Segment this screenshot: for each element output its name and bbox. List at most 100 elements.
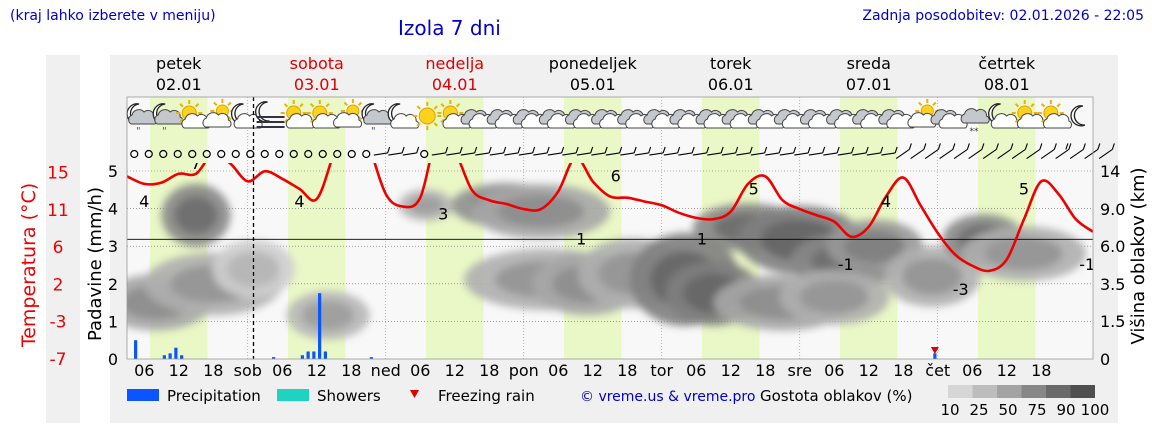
wind-feather <box>894 146 898 154</box>
wind-light-icon <box>620 146 637 156</box>
rain-marks: " <box>136 126 141 137</box>
wind-light-icon <box>388 146 405 156</box>
cloud-cell <box>302 300 355 331</box>
day-date-label: 05.01 <box>570 75 616 94</box>
snow-marks: ** <box>970 127 980 137</box>
wind-calm-icon <box>231 149 240 159</box>
x-tick-label: 18 <box>341 361 361 380</box>
wind-light-icon <box>692 146 710 156</box>
moon-cloud-icon <box>988 103 1020 129</box>
wind-feather <box>387 146 391 154</box>
day-name-label: ponedeljek <box>549 54 638 73</box>
day-name-label: sreda <box>847 54 891 73</box>
sun-ray <box>440 118 445 123</box>
wind-moderate-icon <box>968 143 985 159</box>
temperature-tick-label: 15 <box>47 164 69 184</box>
moon-cloud-icon <box>387 103 420 129</box>
cloud-icon <box>930 109 968 129</box>
wind-moderate-icon <box>1069 143 1086 159</box>
wind-shaft <box>446 152 461 156</box>
precip-tick-label: 0 <box>108 350 118 369</box>
calm-circle <box>202 149 211 159</box>
sun-ray <box>918 101 923 107</box>
wind-shaft <box>576 152 591 156</box>
wind-feather <box>416 146 420 154</box>
legend-label: Precipitation <box>167 387 261 405</box>
precip-tick-label: 3 <box>108 237 118 256</box>
calm-circle <box>260 149 269 159</box>
wind-calm-icon <box>217 149 226 159</box>
wind-shaft <box>721 152 736 156</box>
wind-feather <box>691 146 695 154</box>
sun-ray <box>1014 103 1020 108</box>
wind-feather <box>851 146 855 154</box>
sun-icon <box>413 102 442 130</box>
wind-shaft <box>460 152 475 156</box>
precipitation-bar <box>933 353 937 359</box>
cloud-snow-icon: ** <box>960 108 990 137</box>
wind-shaft <box>1011 149 1026 159</box>
temperature-tick-label: 11 <box>47 201 69 221</box>
wind-moderate-icon <box>982 143 999 159</box>
sun-ray <box>325 103 330 108</box>
wind-shaft <box>663 152 678 156</box>
wind-feather <box>735 146 739 154</box>
sun-ray <box>932 101 937 107</box>
x-tick-label: 12 <box>997 361 1017 380</box>
day-date-label: 06.01 <box>708 75 754 94</box>
cloud-cell <box>901 258 963 295</box>
sun-cloud-icon <box>280 100 315 129</box>
temperature-data-label: 5 <box>1019 179 1029 198</box>
wind-calm-icon <box>202 149 211 159</box>
wind-light-icon <box>489 146 507 156</box>
wind-moderate-icon <box>1098 143 1115 159</box>
wind-feather <box>1024 143 1028 150</box>
cloud-sun-icon <box>907 99 940 128</box>
calm-circle <box>173 149 182 159</box>
cloud-cell <box>844 230 905 262</box>
precipitation-bar <box>300 355 304 359</box>
wind-calm-icon <box>362 149 371 159</box>
temperature-data-label: -3 <box>953 280 969 299</box>
precip-tick-label: 5 <box>108 162 118 181</box>
left-gutter <box>46 55 80 423</box>
cloud-cell <box>174 196 218 235</box>
wind-feather <box>937 143 941 150</box>
density-tick-label: 25 <box>969 401 988 419</box>
precipitation-bar <box>162 355 166 359</box>
x-tick-label: 06 <box>686 361 706 380</box>
x-tick-label: 06 <box>272 361 292 380</box>
moon-drizzle-icon: " <box>152 103 184 137</box>
wind-shaft <box>866 152 881 156</box>
wind-shaft <box>489 152 504 156</box>
day-date-label: 07.01 <box>846 75 892 94</box>
sun-ray <box>179 103 184 108</box>
sun-ray <box>283 118 289 123</box>
wind-shaft <box>881 152 896 156</box>
wind-feather <box>590 146 594 154</box>
cloud-height-tick-label: 6.0 <box>1100 237 1125 256</box>
sun-ray <box>416 105 421 110</box>
wind-shaft <box>982 149 997 159</box>
wind-shaft <box>736 152 751 156</box>
location-hint[interactable]: (kraj lahko izberete v meniju) <box>10 8 216 24</box>
wind-light-icon <box>504 146 521 156</box>
wind-calm-icon <box>188 149 197 159</box>
wind-feather <box>966 143 970 150</box>
wind-light-icon <box>562 146 579 156</box>
wind-feather <box>865 146 869 154</box>
wind-calm-icon <box>347 149 356 159</box>
wind-shaft <box>997 149 1012 159</box>
wind-light-icon <box>533 146 550 156</box>
wind-shaft <box>823 152 838 156</box>
wind-feather <box>648 146 652 154</box>
temperature-data-label: 4 <box>881 192 891 211</box>
temperature-data-label: 1 <box>576 230 586 249</box>
wind-feather <box>561 146 565 154</box>
temperature-tick-label: -7 <box>50 350 67 370</box>
density-swatch <box>948 385 973 398</box>
calm-circle <box>217 149 226 159</box>
wind-moderate-icon <box>939 143 956 159</box>
moon-drizzle-icon: " <box>361 103 393 137</box>
sun-disc <box>418 107 436 125</box>
